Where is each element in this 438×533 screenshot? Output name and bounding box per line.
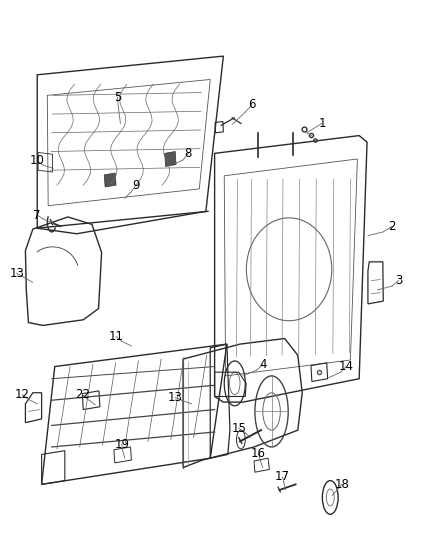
Text: 1: 1 [318,117,326,130]
Polygon shape [165,151,176,166]
Polygon shape [104,173,116,187]
Text: 8: 8 [185,147,192,160]
Text: 3: 3 [395,274,402,287]
Text: 10: 10 [30,155,45,167]
Text: 2: 2 [388,220,396,233]
Text: 18: 18 [334,478,349,491]
Text: 14: 14 [339,360,353,373]
Text: 13: 13 [9,266,24,279]
Text: 6: 6 [248,98,256,111]
Text: 15: 15 [231,422,246,435]
Text: 12: 12 [14,388,29,401]
Text: 13: 13 [168,391,183,404]
Text: 4: 4 [259,358,267,371]
Text: 5: 5 [114,91,121,104]
Text: 19: 19 [114,438,129,451]
Text: 11: 11 [109,330,124,343]
Text: 17: 17 [275,471,290,483]
Text: 7: 7 [33,208,41,222]
Text: 22: 22 [75,388,90,401]
Text: 9: 9 [132,179,140,192]
Text: 16: 16 [251,447,266,460]
